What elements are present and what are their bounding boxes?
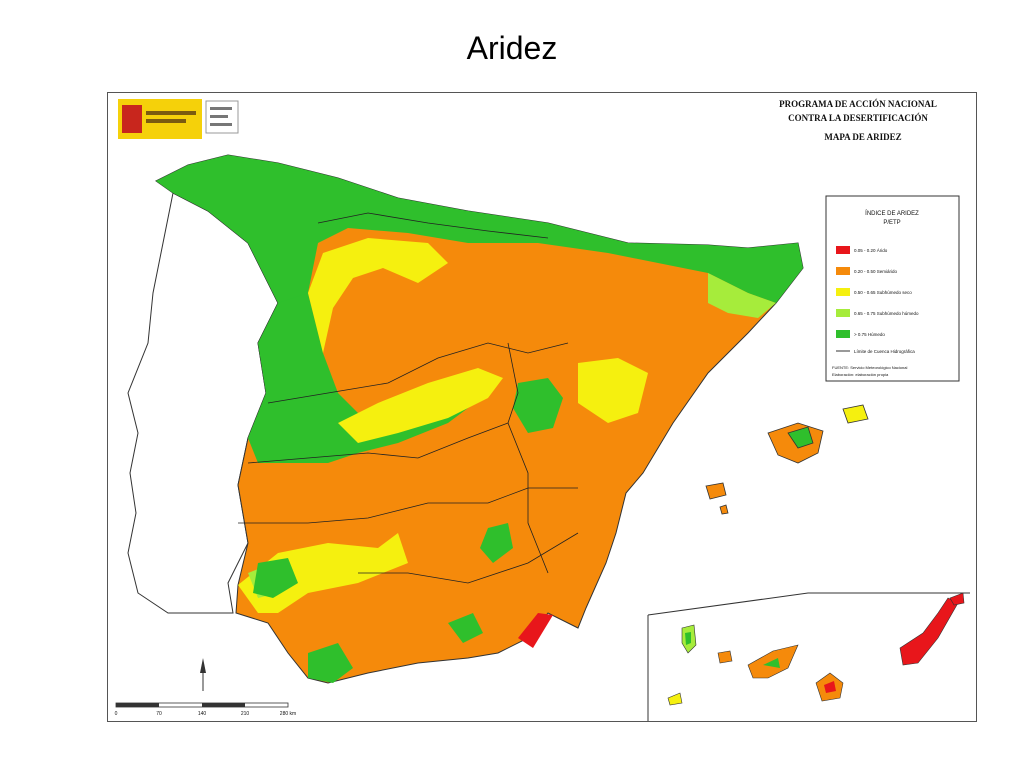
arid-zone-almeria bbox=[518, 613, 553, 648]
legend-swatch-humid bbox=[836, 330, 850, 338]
dry-subhumid-zone-center bbox=[338, 368, 503, 443]
humid-patch-sistema-iberico bbox=[513, 378, 563, 433]
legend-label-arid: 0.05 - 0.20 Árido bbox=[854, 247, 888, 253]
basin-boundaries bbox=[238, 212, 579, 584]
legend-label-basin: Límite de Cuenca Hidrográfica bbox=[854, 349, 915, 354]
scale-tick-210: 210 bbox=[241, 711, 250, 717]
legend-label-semiarid: 0.20 - 0.50 Semiárido bbox=[854, 269, 898, 274]
legend-subtitle: P/ETP bbox=[883, 220, 900, 226]
legend-label-humid: > 0.75 Húmedo bbox=[854, 332, 885, 337]
dry-subhumid-zone-east bbox=[578, 358, 648, 423]
humid-patch-sierra-cazorla bbox=[480, 523, 513, 563]
map-header-line2: CONTRA LA DESERTIFICACIÓN bbox=[788, 113, 928, 123]
aridity-map: PROGRAMA DE ACCIÓN NACIONAL CONTRA LA DE… bbox=[107, 92, 977, 722]
legend-swatch-moist-subhumid bbox=[836, 309, 850, 317]
legend-source-line1: FUENTE: Servicio Meteorológico Nacional bbox=[832, 365, 907, 370]
legend-swatch-arid bbox=[836, 246, 850, 254]
map-header-line3: MAPA DE ARIDEZ bbox=[824, 132, 901, 142]
scale-bar: 0 70 140 210 280 km bbox=[115, 702, 296, 717]
government-logo bbox=[118, 99, 239, 139]
legend-label-dry-subhumid: 0.50 - 0.65 Subhúmedo seco bbox=[854, 290, 912, 295]
scale-tick-280: 280 km bbox=[280, 711, 296, 717]
legend-title: ÍNDICE DE ARIDEZ bbox=[865, 210, 919, 217]
scale-tick-70: 70 bbox=[156, 711, 162, 717]
humid-patch-sierra-nevada bbox=[448, 613, 483, 643]
balearic-islands bbox=[705, 404, 869, 515]
slide-title: Aridez bbox=[466, 30, 558, 66]
north-arrow-icon bbox=[200, 658, 206, 691]
scale-tick-0: 0 bbox=[115, 711, 118, 717]
map-header-line1: PROGRAMA DE ACCIÓN NACIONAL bbox=[779, 99, 937, 109]
legend-swatch-dry-subhumid bbox=[836, 288, 850, 296]
humid-patch-grazalema bbox=[308, 643, 353, 683]
humid-north-zone bbox=[156, 155, 803, 333]
legend-source-line2: Elaboración: elaboración propia bbox=[832, 372, 889, 377]
canary-islands-inset bbox=[647, 592, 970, 721]
map-legend: ÍNDICE DE ARIDEZ P/ETP 0.05 - 0.20 Árido… bbox=[825, 195, 960, 382]
legend-label-moist-subhumid: 0.65 - 0.75 Subhúmedo húmedo bbox=[854, 311, 919, 316]
moist-subhumid-zone-northeast bbox=[708, 273, 776, 318]
dry-subhumid-zone-north bbox=[308, 238, 448, 353]
humid-patch-sierra-morena bbox=[253, 558, 298, 598]
legend-swatch-semiarid bbox=[836, 267, 850, 275]
scale-tick-140: 140 bbox=[198, 711, 207, 717]
